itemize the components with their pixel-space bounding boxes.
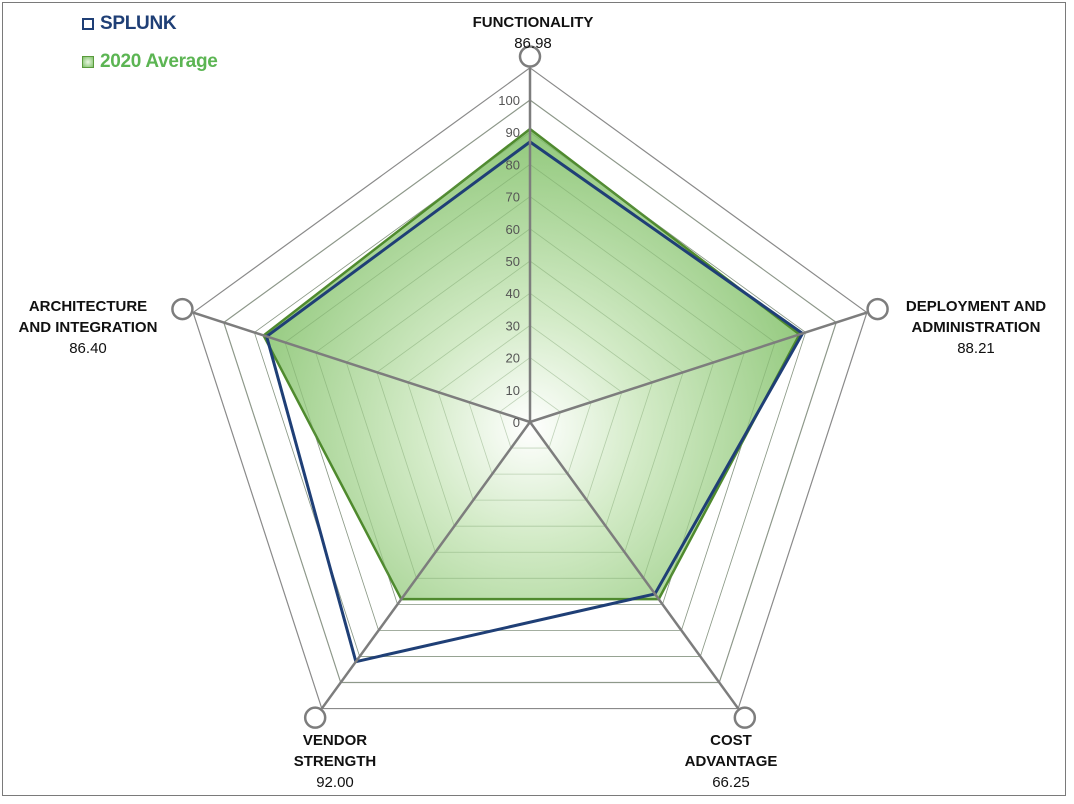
grid-ring-overlay [223,99,837,683]
axis-name: ARCHITECTURE [28,298,148,315]
axis-spoke [320,421,532,710]
tick-label: 80 [506,157,520,172]
grid-ring-overlay [345,228,715,579]
axis-label-vendor: VENDOR STRENGTH 92.00 [270,730,400,793]
axis-spoke [528,421,740,710]
axis-end-marker [866,297,889,321]
grid-ring [253,131,807,657]
axis-end-marker [303,706,327,729]
tick-label: 50 [506,254,520,269]
tick-label: 60 [506,222,520,237]
axis-name: ADMINISTRATION [911,319,1041,336]
axis-name: STRENGTH [293,753,377,770]
grid-ring [223,99,837,684]
tick-label: 90 [506,125,520,140]
tick-label: 0 [513,415,520,430]
tick-label: 70 [506,190,520,205]
tick-label: 20 [506,351,520,366]
axis-spoke [529,311,868,424]
legend-item-average: 2020 Average [82,50,218,74]
grid-ring-overlay [407,292,653,527]
axis-end-marker [733,706,757,729]
grid-ring-overlay [315,196,745,605]
axis-label-functionality: FUNCTIONALITY 86.98 [458,12,608,54]
legend-label-average: 2020 Average [100,51,218,72]
legend-swatch-average [82,56,94,68]
axis-name: ADVANTAGE [684,753,778,770]
axis-label-cost: COST ADVANTAGE 66.25 [666,730,796,793]
legend-swatch-splunk [82,18,94,30]
legend-item-splunk: SPLUNK [82,12,218,36]
axis-end-marker [171,297,194,321]
axis-name: COST [710,732,752,749]
axis-value: 66.25 [712,774,750,791]
axis-end-marker [518,45,542,68]
legend: SPLUNK 2020 Average [82,12,218,88]
tick-label: 30 [506,318,520,333]
axis-label-deployment: DEPLOYMENT AND ADMINISTRATION 88.21 [896,296,1056,359]
grid-ring-overlay [376,260,684,553]
grid-ring-overlay [284,163,776,631]
axis-name: AND INTEGRATION [18,319,158,336]
axis-spoke [192,311,531,424]
tick-label: 100 [498,93,520,108]
series-polygon-average [262,127,801,601]
axis-value: 92.00 [316,774,354,791]
axis-name: DEPLOYMENT AND [905,298,1047,315]
grid-ring-overlay [498,389,562,449]
tick-label: 40 [506,286,520,301]
axis-value: 86.40 [69,340,107,357]
tick-label: 10 [506,383,520,398]
grid-ring [192,67,868,710]
axis-value: 88.21 [957,340,995,357]
axis-name: FUNCTIONALITY [472,14,594,31]
axis-label-architecture: ARCHITECTURE AND INTEGRATION 86.40 [8,296,168,359]
series-polygon-splunk [265,140,805,664]
grid-ring-overlay [253,131,807,657]
legend-label-splunk: SPLUNK [100,13,177,34]
grid-ring-overlay [468,357,592,475]
axis-value: 86.98 [514,35,552,52]
grid-ring-overlay [437,324,623,501]
axis-name: VENDOR [302,732,368,749]
